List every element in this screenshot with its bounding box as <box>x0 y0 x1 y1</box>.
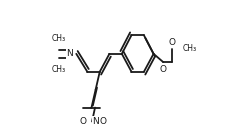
Text: N: N <box>66 49 73 58</box>
Text: N: N <box>92 117 99 126</box>
Text: CH₃: CH₃ <box>52 64 66 74</box>
Text: O: O <box>160 64 167 74</box>
Text: O: O <box>100 117 107 126</box>
Text: O: O <box>168 38 175 47</box>
Text: CH₃: CH₃ <box>183 44 197 54</box>
Text: CH₃: CH₃ <box>52 34 66 43</box>
Text: O: O <box>80 117 87 126</box>
